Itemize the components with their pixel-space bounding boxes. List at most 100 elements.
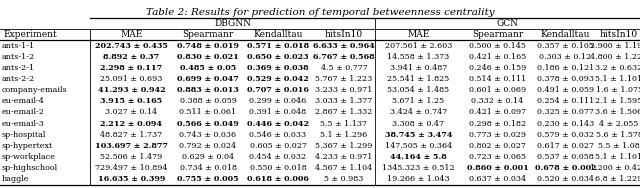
Text: 5.1 ± 1.296: 5.1 ± 1.296	[321, 131, 367, 139]
Text: 0.650 ± 0.023: 0.650 ± 0.023	[247, 53, 309, 61]
Text: 0.303 ± 0.12: 0.303 ± 0.12	[540, 53, 591, 61]
Text: 53.054 ± 1.485: 53.054 ± 1.485	[387, 86, 449, 94]
Text: 0.369 ± 0.038: 0.369 ± 0.038	[247, 64, 309, 72]
Text: 14.558 ± 1.373: 14.558 ± 1.373	[387, 53, 450, 61]
Text: sp-workplace: sp-workplace	[2, 153, 56, 161]
Text: 2.1 ± 1.595: 2.1 ± 1.595	[595, 97, 640, 105]
Text: 0.514 ± 0.111: 0.514 ± 0.111	[469, 75, 526, 83]
Text: 1.6 ± 1.075: 1.6 ± 1.075	[595, 86, 640, 94]
Text: DBGNN: DBGNN	[214, 19, 251, 28]
Text: 3.027 ± 0.14: 3.027 ± 0.14	[106, 108, 157, 117]
Text: 5.767 ± 1.223: 5.767 ± 1.223	[316, 75, 372, 83]
Text: 202.743 ± 0.435: 202.743 ± 0.435	[95, 42, 168, 50]
Text: 0.699 ± 0.047: 0.699 ± 0.047	[177, 75, 239, 83]
Text: 48.827 ± 1.737: 48.827 ± 1.737	[100, 131, 163, 139]
Text: 1.200 ± 0.422: 1.200 ± 0.422	[590, 164, 640, 172]
Text: 3.6 ± 1.506: 3.6 ± 1.506	[595, 108, 640, 117]
Text: 3.941 ± 0.487: 3.941 ± 0.487	[390, 64, 447, 72]
Text: 0.743 ± 0.036: 0.743 ± 0.036	[179, 131, 237, 139]
Text: 5.1 ± 1.101: 5.1 ± 1.101	[595, 153, 640, 161]
Text: 0.491 ± 0.059: 0.491 ± 0.059	[537, 86, 594, 94]
Text: 3.308 ± 0.47: 3.308 ± 0.47	[392, 120, 445, 128]
Text: 6.767 ± 0.568: 6.767 ± 0.568	[313, 53, 375, 61]
Text: 0.579 ± 0.032: 0.579 ± 0.032	[537, 131, 594, 139]
Text: 0.421 ± 0.097: 0.421 ± 0.097	[469, 108, 526, 117]
Text: 4.800 ± 1.229: 4.800 ± 1.229	[590, 53, 640, 61]
Text: Kendalltau: Kendalltau	[541, 30, 590, 39]
Text: 0.830 ± 0.021: 0.830 ± 0.021	[177, 53, 239, 61]
Text: 0.446 ± 0.042: 0.446 ± 0.042	[247, 120, 309, 128]
Text: 207.561 ± 2.603: 207.561 ± 2.603	[385, 42, 452, 50]
Text: 0.755 ± 0.005: 0.755 ± 0.005	[177, 175, 239, 183]
Text: haggle: haggle	[2, 175, 29, 183]
Text: MAE: MAE	[407, 30, 429, 39]
Text: ants-1-1: ants-1-1	[2, 42, 35, 50]
Text: 0.546 ± 0.033: 0.546 ± 0.033	[250, 131, 307, 139]
Text: 0.618 ± 0.006: 0.618 ± 0.006	[247, 175, 309, 183]
Text: 0.566 ± 0.049: 0.566 ± 0.049	[177, 120, 239, 128]
Text: 38.745 ± 3.474: 38.745 ± 3.474	[385, 131, 452, 139]
Text: sp-hypertext: sp-hypertext	[2, 142, 53, 150]
Text: 0.617 ± 0.027: 0.617 ± 0.027	[537, 142, 594, 150]
Text: 729.497 ± 10.894: 729.497 ± 10.894	[95, 164, 168, 172]
Text: 0.550 ± 0.018: 0.550 ± 0.018	[250, 164, 307, 172]
Text: 5.671 ± 1.25: 5.671 ± 1.25	[392, 97, 445, 105]
Text: ants-2-1: ants-2-1	[2, 64, 35, 72]
Text: 2.298 ± 0.117: 2.298 ± 0.117	[100, 64, 163, 72]
Text: eu-email-2: eu-email-2	[2, 108, 45, 117]
Text: 0.792 ± 0.024: 0.792 ± 0.024	[179, 142, 237, 150]
Text: eu-email-4: eu-email-4	[2, 97, 45, 105]
Text: GCN: GCN	[497, 19, 518, 28]
Text: 0.511 ± 0.061: 0.511 ± 0.061	[179, 108, 237, 117]
Text: 5.6 ± 1.578: 5.6 ± 1.578	[596, 131, 640, 139]
Text: 25.091 ± 0.693: 25.091 ± 0.693	[100, 75, 163, 83]
Text: 0.883 ± 0.013: 0.883 ± 0.013	[177, 86, 239, 94]
Text: 2.212 ± 0.094: 2.212 ± 0.094	[100, 120, 163, 128]
Text: 0.421 ± 0.165: 0.421 ± 0.165	[469, 53, 526, 61]
Text: 0.637 ± 0.034: 0.637 ± 0.034	[469, 175, 526, 183]
Text: 5.5 ± 1.08: 5.5 ± 1.08	[598, 142, 640, 150]
Text: 0.773 ± 0.029: 0.773 ± 0.029	[469, 131, 526, 139]
Text: 0.802 ± 0.027: 0.802 ± 0.027	[469, 142, 526, 150]
Text: hitsIn10: hitsIn10	[600, 30, 638, 39]
Text: sp-hospital: sp-hospital	[2, 131, 46, 139]
Text: 0.186 ± 0.121: 0.186 ± 0.121	[537, 64, 594, 72]
Text: 0.678 ± 0.002: 0.678 ± 0.002	[534, 164, 596, 172]
Text: 4.567 ± 1.104: 4.567 ± 1.104	[316, 164, 372, 172]
Text: 0.571 ± 0.018: 0.571 ± 0.018	[247, 42, 309, 50]
Text: 44.164 ± 5.8: 44.164 ± 5.8	[390, 153, 447, 161]
Text: 3.033 ± 1.377: 3.033 ± 1.377	[316, 97, 372, 105]
Text: 0.246 ± 0.159: 0.246 ± 0.159	[469, 64, 526, 72]
Text: 0.734 ± 0.018: 0.734 ± 0.018	[179, 164, 237, 172]
Text: 0.529 ± 0.042: 0.529 ± 0.042	[247, 75, 309, 83]
Text: 3.233 ± 0.971: 3.233 ± 0.971	[316, 86, 372, 94]
Text: 3.424 ± 0.747: 3.424 ± 0.747	[390, 108, 447, 117]
Text: 5.367 ± 1.299: 5.367 ± 1.299	[316, 142, 372, 150]
Text: ants-1-2: ants-1-2	[2, 53, 35, 61]
Text: 0.629 ± 0.04: 0.629 ± 0.04	[182, 153, 234, 161]
Text: Kendalltau: Kendalltau	[253, 30, 303, 39]
Text: 0.357 ± 0.105: 0.357 ± 0.105	[537, 42, 594, 50]
Text: 0.605 ± 0.027: 0.605 ± 0.027	[250, 142, 307, 150]
Text: 3.2 ± 0.632: 3.2 ± 0.632	[595, 64, 640, 72]
Text: 4.233 ± 0.971: 4.233 ± 0.971	[316, 153, 372, 161]
Text: 0.391 ± 0.048: 0.391 ± 0.048	[250, 108, 307, 117]
Text: 0.537 ± 0.058: 0.537 ± 0.058	[537, 153, 594, 161]
Text: 6.8 ± 1.229: 6.8 ± 1.229	[595, 175, 640, 183]
Text: 3.915 ± 0.165: 3.915 ± 0.165	[100, 97, 163, 105]
Text: 41.293 ± 0.942: 41.293 ± 0.942	[98, 86, 165, 94]
Text: 2.867 ± 1.332: 2.867 ± 1.332	[316, 108, 372, 117]
Text: 0.500 ± 0.145: 0.500 ± 0.145	[469, 42, 526, 50]
Text: 1345.323 ± 0.512: 1345.323 ± 0.512	[382, 164, 455, 172]
Text: ants-2-2: ants-2-2	[2, 75, 35, 83]
Text: 19.266 ± 1.043: 19.266 ± 1.043	[387, 175, 450, 183]
Text: 52.506 ± 1.479: 52.506 ± 1.479	[100, 153, 163, 161]
Text: 4 ± 2.055: 4 ± 2.055	[599, 120, 639, 128]
Text: company-emails: company-emails	[2, 86, 68, 94]
Text: 0.723 ± 0.065: 0.723 ± 0.065	[469, 153, 526, 161]
Text: Table 2: Results for prediction of temporal betweenness centrality: Table 2: Results for prediction of tempo…	[146, 8, 494, 17]
Text: 0.378 ± 0.093: 0.378 ± 0.093	[537, 75, 594, 83]
Text: 0.254 ± 0.111: 0.254 ± 0.111	[537, 97, 594, 105]
Text: 6.633 ± 0.964: 6.633 ± 0.964	[313, 42, 375, 50]
Text: hitsIn10: hitsIn10	[325, 30, 363, 39]
